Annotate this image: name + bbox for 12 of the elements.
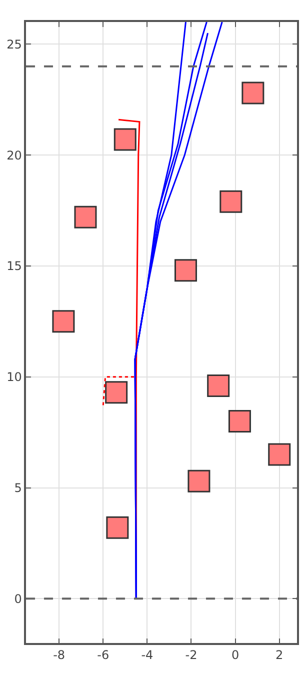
x-tick-label: 0 <box>231 648 240 662</box>
y-tick-label: 10 <box>6 370 22 384</box>
y-tick-label: 5 <box>14 480 22 495</box>
x-tick-label: 2 <box>276 648 284 662</box>
x-tick-label: -6 <box>97 648 110 662</box>
y-tick-label: 20 <box>6 148 22 162</box>
y-tick-label: 15 <box>6 259 22 274</box>
x-tick-label: -2 <box>185 648 198 662</box>
x-tick-label: -4 <box>141 648 154 662</box>
y-tick-label: 0 <box>14 592 22 606</box>
x-tick-label: -8 <box>53 648 66 662</box>
y-tick-label: 25 <box>6 37 22 52</box>
